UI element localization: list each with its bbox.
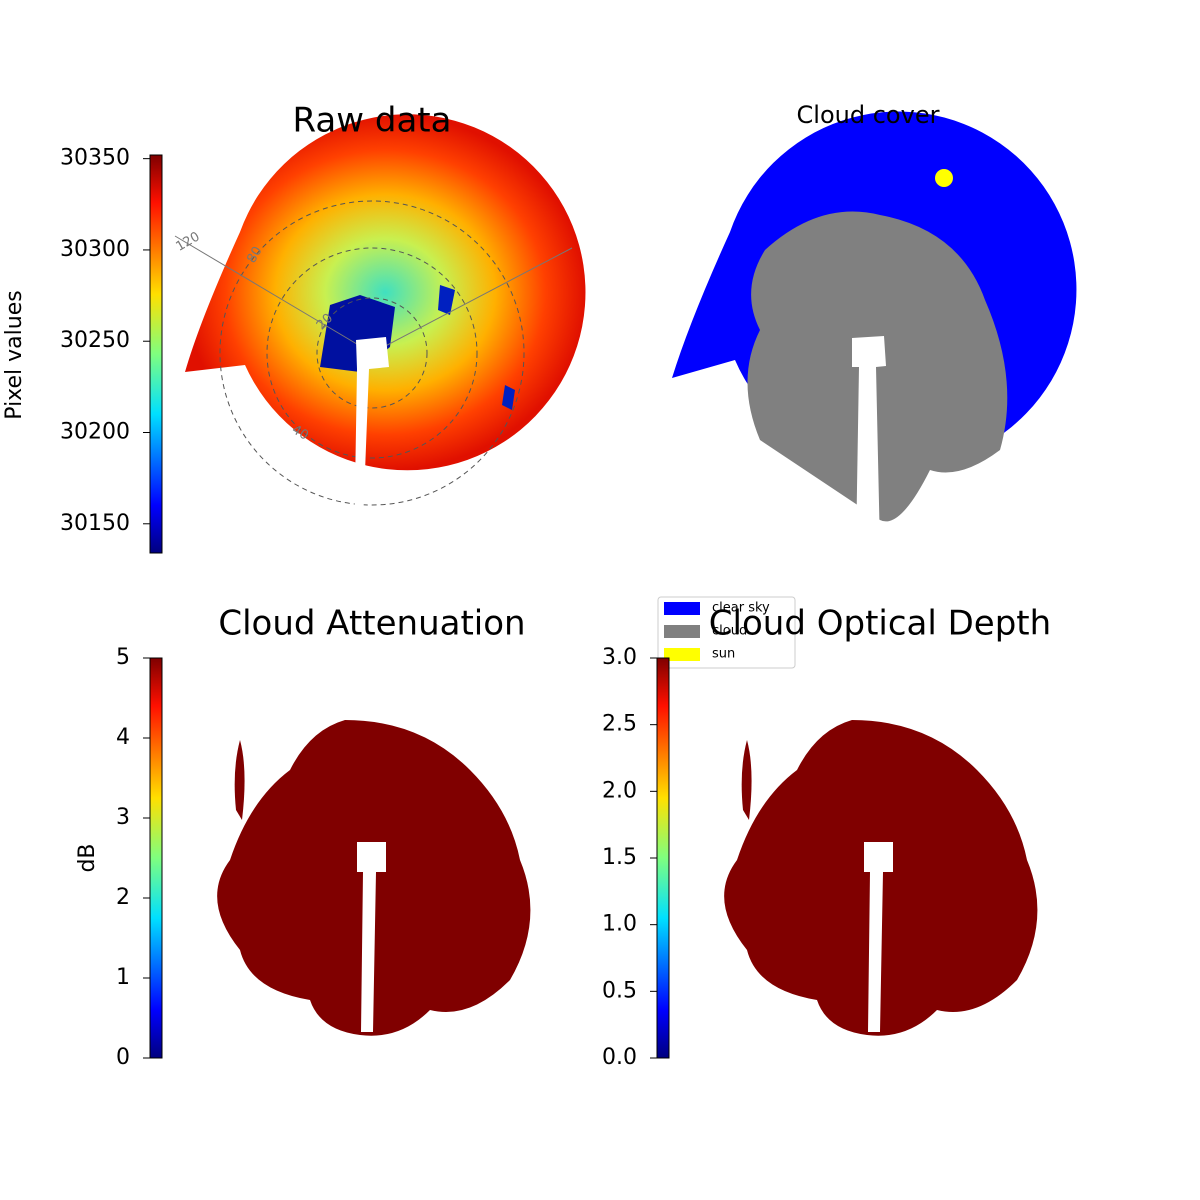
tick-label: 30300 [60,237,130,262]
tick-label: 0.0 [602,1045,637,1070]
panel-title: Raw data [293,101,452,141]
optical-depth-image [724,720,1038,1036]
panel-title: Cloud Optical Depth [709,604,1051,644]
tick-label: 4 [116,725,130,750]
raw-image [174,114,586,549]
colorbar-label: dB [75,843,100,872]
panel-title: Cloud cover [797,101,940,129]
colorbar-label: Pixel values [2,290,27,419]
attenuation-image [217,720,531,1036]
polar-label: 80 [244,244,265,266]
colorbar [149,154,163,554]
legend-label: clear sky [712,601,770,616]
legend-swatch [664,602,700,615]
tick-label: 1.5 [602,845,637,870]
tick-label: 30350 [60,146,130,171]
tick-label: 30150 [60,511,130,536]
tick-label: 1.0 [602,912,637,937]
tick-label: 3 [116,805,130,830]
tick-label: 3.0 [602,645,637,670]
tick-label: 30250 [60,328,130,353]
colorbar [149,657,163,1059]
polar-label: 120 [173,229,202,254]
panel-title: Cloud Attenuation [218,604,525,644]
tick-label: 5 [116,645,130,670]
tick-label: 2.0 [602,778,637,803]
tick-label: 0.5 [602,978,637,1003]
colorbar [656,657,670,1059]
tick-label: 2.5 [602,712,637,737]
tick-label: 30200 [60,420,130,445]
cloud-cover-image [672,111,1077,549]
polar-label: 40 [289,422,311,443]
tick-label: 0 [116,1045,130,1070]
legend-swatch [664,625,700,638]
tick-label: 2 [116,885,130,910]
tick-label: 1 [116,965,130,990]
legend-swatch [664,648,700,661]
legend-label: cloud [712,624,747,639]
legend-label: sun [712,647,735,662]
